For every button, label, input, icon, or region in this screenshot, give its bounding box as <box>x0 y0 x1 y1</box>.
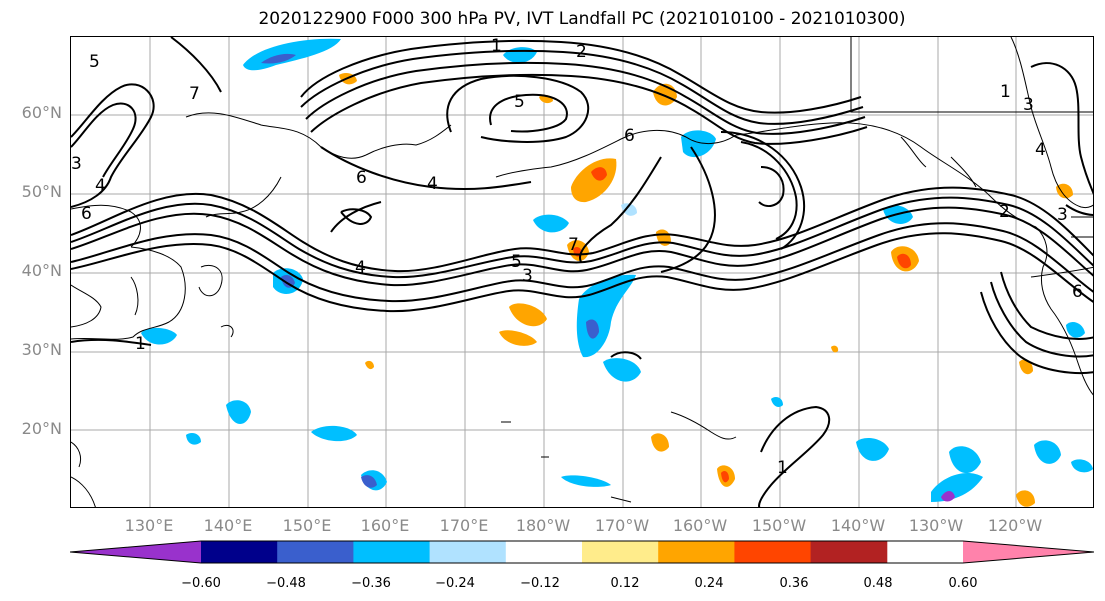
contour-label: 4 <box>427 174 438 194</box>
colorbar-segment <box>429 541 507 563</box>
lat-label-20n: 20°N <box>21 419 62 438</box>
lat-label-60n: 60°N <box>21 103 62 122</box>
contour-label: 1 <box>135 334 146 354</box>
contour-labels: 5 7 1 2 5 6 4 6 4 4 5 3 7 1 6 3 1 2 3 6 … <box>71 37 1083 478</box>
map-title: 2020122900 F000 300 hPa PV, IVT Landfall… <box>258 9 906 29</box>
contour-label: 5 <box>89 52 100 72</box>
colorbar-segment <box>277 541 354 563</box>
gridlines <box>71 37 1093 507</box>
colorbar-segment <box>353 541 431 563</box>
contour-label: 7 <box>189 84 200 104</box>
colorbar <box>70 540 1094 564</box>
contour-label: 2 <box>576 42 587 62</box>
colorbar-segment <box>734 541 812 563</box>
colorbar-tick: 0.48 <box>863 576 893 591</box>
lon-label-160w: 160°W <box>672 516 728 535</box>
colorbar-tick: −0.60 <box>181 576 221 591</box>
colorbar-tick: −0.36 <box>351 576 391 591</box>
colorbar-extension-max <box>963 541 1094 563</box>
colorbar-segment <box>505 541 583 563</box>
contour-label: 4 <box>95 176 106 196</box>
contour-label: 4 <box>1035 140 1046 160</box>
colorbar-segment <box>582 541 659 563</box>
lon-label-140e: 140°E <box>203 516 253 535</box>
lon-label-130e: 130°E <box>124 516 174 535</box>
contour-label: 1 <box>777 458 788 478</box>
lat-label-30n: 30°N <box>21 340 62 359</box>
contour-label: 1 <box>1000 82 1011 102</box>
colorbar-tick: 0.60 <box>948 576 978 591</box>
coastlines <box>71 37 1093 507</box>
contour-label: 3 <box>1057 205 1068 225</box>
contour-label: 6 <box>1072 282 1083 302</box>
lon-label-170w: 170°W <box>594 516 650 535</box>
lon-label-170e: 170°E <box>439 516 489 535</box>
lon-label-140w: 140°W <box>830 516 886 535</box>
ivt-shading <box>141 38 1093 507</box>
lon-label-160e: 160°E <box>360 516 410 535</box>
contour-label: 4 <box>355 258 366 278</box>
contour-label: 6 <box>81 204 92 224</box>
lon-label-150e: 150°E <box>282 516 332 535</box>
colorbar-segment <box>810 541 888 563</box>
lon-label-180w: 180°W <box>515 516 571 535</box>
contour-label: 3 <box>1023 95 1034 115</box>
colorbar-extension-min <box>70 541 201 563</box>
contour-label: 6 <box>624 126 635 146</box>
lon-label-150w: 150°W <box>751 516 807 535</box>
contour-label: 2 <box>999 202 1010 222</box>
contour-label: 7 <box>568 235 579 255</box>
colorbar-tick: 0.12 <box>610 576 640 591</box>
colorbar-tick: 0.36 <box>779 576 809 591</box>
colorbar-segment <box>658 541 735 563</box>
colorbar-tick: −0.24 <box>435 576 475 591</box>
pv-contours <box>71 37 1093 507</box>
lat-label-50n: 50°N <box>21 182 62 201</box>
lat-label-40n: 40°N <box>21 261 62 280</box>
contour-label: 3 <box>522 266 533 286</box>
contour-label: 6 <box>356 168 367 188</box>
colorbar-tick: −0.12 <box>520 576 560 591</box>
lon-label-120w: 120°W <box>987 516 1043 535</box>
contour-label: 5 <box>511 252 522 272</box>
lon-label-130w: 130°W <box>908 516 964 535</box>
colorbar-tick: −0.48 <box>266 576 306 591</box>
contour-label: 1 <box>491 37 502 56</box>
map-panel: 5 7 1 2 5 6 4 6 4 4 5 3 7 1 6 3 1 2 3 6 … <box>70 36 1094 508</box>
colorbar-segment <box>201 541 278 563</box>
colorbar-tick: 0.24 <box>694 576 724 591</box>
map-svg: 5 7 1 2 5 6 4 6 4 4 5 3 7 1 6 3 1 2 3 6 … <box>71 37 1093 507</box>
contour-label: 3 <box>71 154 82 174</box>
contour-label: 5 <box>514 92 525 112</box>
